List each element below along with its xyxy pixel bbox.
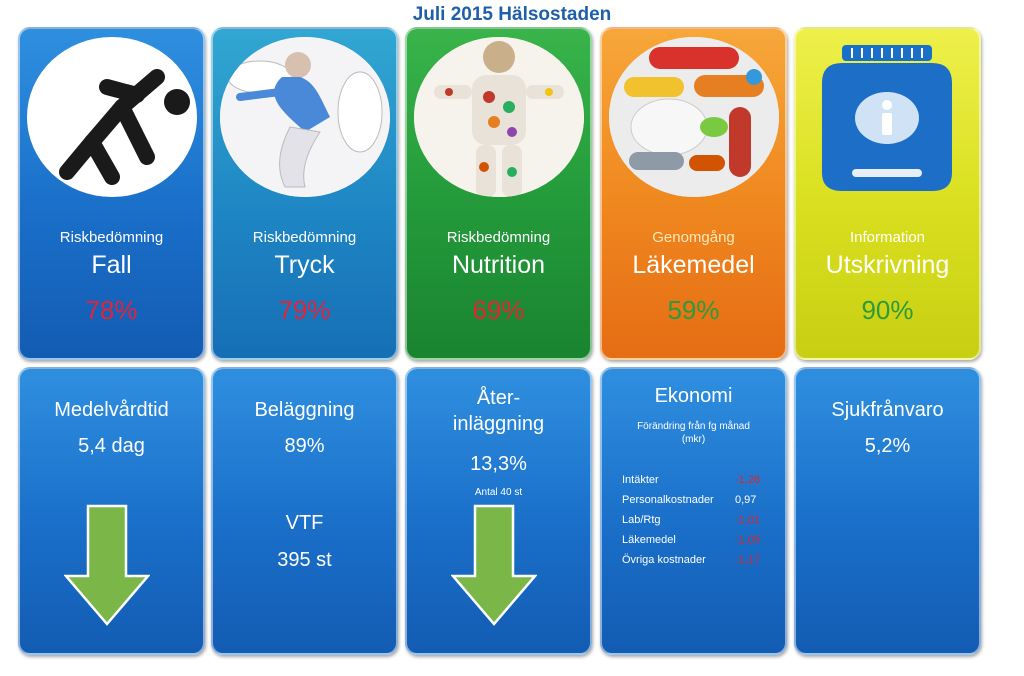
economy-row-value: 0,97 xyxy=(735,494,757,506)
card-value: 5,4 dag xyxy=(78,435,145,457)
card-belaggning: Beläggning 89% VTF 395 st xyxy=(211,367,398,655)
card-value: 89% xyxy=(284,435,325,457)
card-percent: 90% xyxy=(861,295,914,325)
card-percent: 79% xyxy=(278,295,331,325)
card-lakemedel: Genomgång Läkemedel 59% xyxy=(600,27,787,360)
economy-row-label: Personalkostnader xyxy=(622,494,714,506)
falling-person-icon xyxy=(27,37,197,197)
card-subtitle: Riskbedömning xyxy=(252,229,357,246)
food-body-icon xyxy=(414,37,584,197)
card-heading: Fall xyxy=(91,251,132,279)
card-title: Beläggning xyxy=(254,399,355,421)
card-subtitle-line2: (mkr) xyxy=(681,434,706,445)
economy-row-label: Läkemedel xyxy=(622,534,676,546)
card-heading: Tryck xyxy=(274,251,335,279)
card-value: 13,3% xyxy=(470,453,527,475)
card-subtitle: Riskbedömning xyxy=(59,229,164,246)
card-fall: Riskbedömning Fall 78% xyxy=(18,27,205,360)
economy-row-value: -1,28 xyxy=(735,474,761,486)
page-title: Juli 2015 Hälsostaden xyxy=(412,4,612,25)
economy-row-value: -1,17 xyxy=(735,554,761,566)
card-title: Medelvårdtid xyxy=(54,399,169,421)
economy-row-value: -1,01 xyxy=(735,514,761,526)
card-subtitle: Genomgång xyxy=(652,229,735,246)
card-title: Ekonomi xyxy=(654,385,733,407)
vtf-value: 395 st xyxy=(277,549,332,571)
card-heading: Läkemedel xyxy=(632,251,755,279)
card-title: Sjukfrånvaro xyxy=(831,399,944,421)
info-jar-icon xyxy=(812,43,962,193)
card-aterlaggning: Åter- inläggning 13,3% Antal 40 st xyxy=(405,367,592,655)
card-sjukfranvaro: Sjukfrånvaro 5,2% xyxy=(794,367,981,655)
card-heading: Nutrition xyxy=(451,251,546,279)
card-percent: 69% xyxy=(472,295,525,325)
card-medelvardtid: Medelvårdtid 5,4 dag xyxy=(18,367,205,655)
economy-row-value: -1,05 xyxy=(735,534,761,546)
card-nutrition: Riskbedömning Nutrition 69% xyxy=(405,27,592,360)
card-subtitle-line1: Förändring från fg månad xyxy=(637,421,750,432)
card-percent: 78% xyxy=(85,295,138,325)
card-title-line2: inläggning xyxy=(452,413,545,435)
card-subtitle: Information xyxy=(849,229,926,246)
sleeping-person-icon xyxy=(220,37,390,197)
card-subtitle: Riskbedömning xyxy=(446,229,551,246)
vtf-label: VTF xyxy=(285,512,324,534)
economy-row-label: Övriga kostnader xyxy=(622,554,706,566)
card-utskrivning: Information Utskrivning 90% xyxy=(794,27,981,360)
pills-icon xyxy=(609,37,779,197)
card-value: 5,2% xyxy=(864,435,911,457)
down-arrow-icon xyxy=(64,504,150,626)
card-percent: 59% xyxy=(667,295,720,325)
down-arrow-icon xyxy=(451,504,537,626)
card-heading: Utskrivning xyxy=(825,251,950,279)
card-tryck: Riskbedömning Tryck 79% xyxy=(211,27,398,360)
card-note: Antal 40 st xyxy=(474,487,523,498)
economy-row-label: Intäkter xyxy=(622,474,659,486)
card-title-line1: Åter- xyxy=(476,387,521,409)
card-ekonomi: Ekonomi Förändring från fg månad (mkr) I… xyxy=(600,367,787,655)
economy-row-label: Lab/Rtg xyxy=(622,514,661,526)
